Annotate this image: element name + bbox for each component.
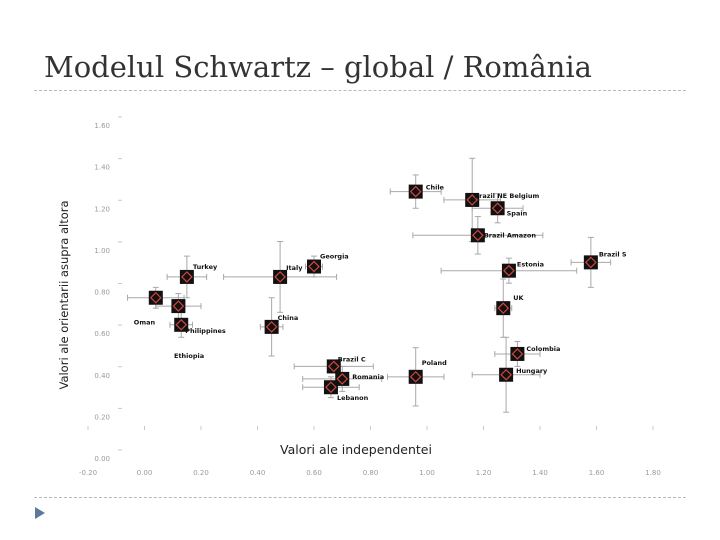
data-point <box>326 359 341 374</box>
point-label: Brazil Amazon <box>484 231 536 239</box>
point-label: Brazil C <box>338 355 366 363</box>
data-point <box>465 192 480 207</box>
y-tick-label: 0.60 <box>94 330 110 338</box>
y-tick-label: 0.80 <box>94 289 110 297</box>
data-point <box>470 228 485 243</box>
y-tick-label: 0.20 <box>94 413 110 421</box>
y-axis-title: Valori ale orientarii asupra altora <box>57 200 71 389</box>
data-point <box>174 317 189 332</box>
annotation-label: Ethiopia <box>174 352 204 360</box>
data-point <box>307 259 321 274</box>
data-point <box>583 255 598 270</box>
point-labels: Chile Brazil NE Belgium Spain Brazil Amazon… <box>134 184 627 403</box>
data-point <box>408 184 423 199</box>
point-label: Brazil NE Belgium <box>474 192 539 200</box>
data-point <box>264 319 279 334</box>
x-tick-label: 1.60 <box>589 469 605 477</box>
point-label: Lebanon <box>337 394 369 402</box>
data-point <box>148 290 163 305</box>
data-point <box>273 269 288 284</box>
x-tick-label: 0.60 <box>306 469 322 477</box>
x-tick-label: 1.40 <box>532 469 548 477</box>
data-point <box>323 380 338 395</box>
data-point <box>335 371 350 386</box>
point-label: Georgia <box>320 253 349 261</box>
point-label: China <box>278 314 299 322</box>
y-tick-label: 1.40 <box>94 164 110 172</box>
x-tick-label: 0.20 <box>193 469 209 477</box>
data-markers <box>148 184 598 395</box>
data-point <box>496 301 511 316</box>
y-tick-label: 0.40 <box>94 372 110 380</box>
x-axis-title: Valori ale independentei <box>280 442 432 457</box>
data-point <box>408 369 423 384</box>
x-tick-label: 1.00 <box>419 469 435 477</box>
point-label: Italy <box>286 264 303 272</box>
slide-bullet-icon <box>35 507 45 519</box>
data-point <box>171 299 186 314</box>
x-tick-label: 1.20 <box>476 469 492 477</box>
data-point <box>499 367 514 382</box>
point-label: Hungary <box>516 367 548 375</box>
axis-ticks: 0.00 0.20 0.40 0.60 0.80 1.00 1.20 1.40 1.60 -0.2… <box>79 116 661 477</box>
x-tick-label: 1.80 <box>645 469 661 477</box>
point-label: Chile <box>426 184 445 192</box>
point-label: Brazil S <box>599 250 627 258</box>
data-point <box>510 346 525 361</box>
x-tick-label: 0.40 <box>250 469 266 477</box>
point-label: Oman <box>134 319 156 327</box>
footer-divider <box>34 497 686 498</box>
point-label: UK <box>513 294 524 302</box>
y-tick-label: 1.00 <box>94 247 110 255</box>
title-divider <box>34 90 686 91</box>
y-tick-label: 1.20 <box>94 205 110 213</box>
data-point <box>490 201 505 216</box>
slide-title: Modelul Schwartz – global / România <box>44 50 592 84</box>
point-label: Poland <box>422 359 447 367</box>
y-tick-label: 1.60 <box>94 122 110 130</box>
point-label: Colombia <box>526 345 560 353</box>
x-tick-label: -0.20 <box>79 469 97 477</box>
x-tick-label: 0.80 <box>363 469 379 477</box>
point-label: Estonia <box>517 261 544 269</box>
point-label: Turkey <box>193 263 218 271</box>
point-label: Romania <box>352 373 384 381</box>
point-label: Spain <box>507 209 528 217</box>
y-tick-label: 0.00 <box>94 455 110 463</box>
point-label: Philippines <box>185 327 226 335</box>
data-point <box>501 263 516 278</box>
x-tick-label: 0.00 <box>137 469 153 477</box>
data-point <box>179 269 194 284</box>
